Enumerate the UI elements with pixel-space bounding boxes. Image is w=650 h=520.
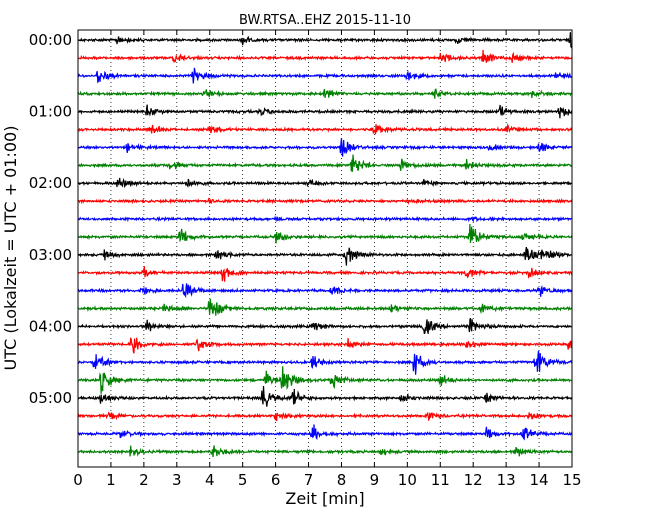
x-axis-ticks: 0 1 2 3 4 5 6 7 8 9 10 11 12 13 14 15 — [73, 30, 582, 489]
seismogram-trace — [77, 246, 573, 266]
seismogram-trace — [77, 265, 573, 282]
x-tick-label: 8 — [337, 471, 347, 489]
seismogram-trace — [77, 411, 573, 422]
chart-title: BW.RTSA..EHZ 2015-11-10 — [239, 13, 411, 28]
seismogram-trace — [77, 223, 573, 244]
y-tick-label: 00:00 — [29, 31, 72, 49]
seismogram-trace — [77, 385, 573, 407]
seismogram-trace — [77, 283, 573, 299]
y-tick-label: 02:00 — [29, 174, 72, 192]
seismogram-trace — [77, 122, 573, 135]
x-tick-label: 11 — [431, 471, 450, 489]
x-axis-label: Zeit [min] — [285, 489, 364, 508]
x-tick-label: 10 — [398, 471, 417, 489]
vertical-grid — [110, 30, 540, 467]
x-tick-label: 1 — [106, 471, 116, 489]
seismogram-trace — [77, 298, 573, 316]
seismogram-trace — [77, 337, 573, 354]
x-tick-label: 0 — [73, 471, 83, 489]
x-tick-label: 15 — [562, 471, 581, 489]
seismogram-trace — [77, 104, 573, 119]
plot-frame — [77, 29, 573, 468]
x-tick-label: 3 — [172, 471, 182, 489]
x-tick-label: 4 — [205, 471, 215, 489]
x-tick-label: 14 — [530, 471, 549, 489]
seismogram-trace — [77, 88, 572, 99]
seismogram-trace — [77, 67, 573, 84]
seismogram-trace — [77, 197, 573, 205]
seismogram-trace — [77, 32, 573, 49]
seismogram-trace — [77, 317, 573, 335]
x-tick-label: 6 — [271, 471, 281, 489]
seismogram-traces — [77, 32, 573, 458]
seismogram-trace — [77, 154, 573, 172]
seismogram-trace — [77, 350, 573, 375]
x-tick-label: 2 — [139, 471, 149, 489]
y-tick-label: 05:00 — [29, 389, 72, 407]
seismogram-trace — [77, 445, 573, 458]
x-tick-label: 12 — [464, 471, 483, 489]
x-tick-label: 9 — [370, 471, 380, 489]
y-axis-label: UTC (Lokalzeit = UTC + 01:00) — [1, 126, 20, 371]
seismogram-trace — [77, 424, 573, 441]
seismogram-trace — [77, 215, 573, 223]
x-tick-label: 5 — [238, 471, 248, 489]
x-tick-label: 13 — [497, 471, 516, 489]
seismogram-trace — [77, 49, 573, 63]
x-tick-label: 7 — [304, 471, 314, 489]
y-tick-label: 03:00 — [29, 246, 72, 264]
seismogram-trace — [77, 177, 572, 189]
seismogram-trace — [77, 366, 573, 394]
y-axis-ticks: 00:00 01:00 02:00 03:00 04:00 05:00 — [29, 31, 83, 407]
y-tick-label: 01:00 — [29, 103, 72, 121]
y-tick-label: 04:00 — [29, 317, 72, 335]
seismogram-trace — [77, 138, 573, 157]
